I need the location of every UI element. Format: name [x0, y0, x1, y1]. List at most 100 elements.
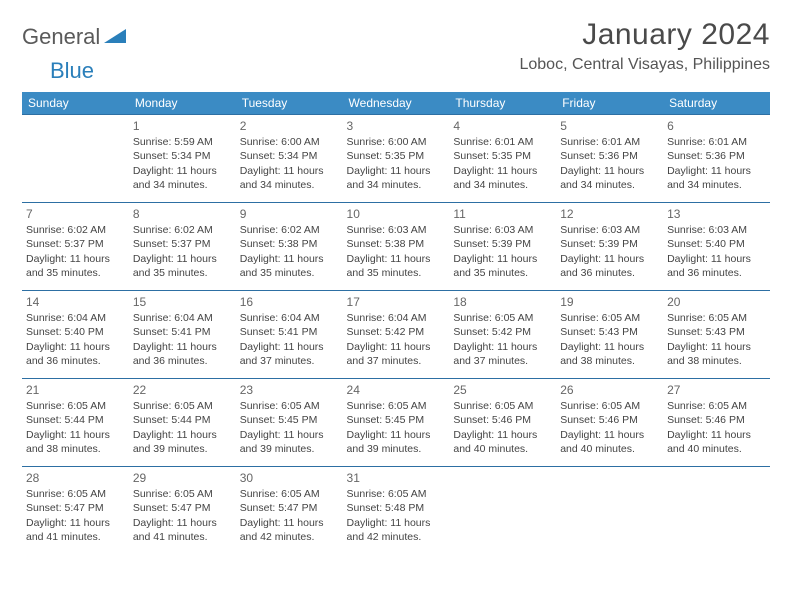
calendar-cell	[663, 467, 770, 555]
day-number: 25	[453, 382, 552, 398]
sunrise-text: Sunrise: 6:05 AM	[240, 399, 339, 413]
sunrise-text: Sunrise: 6:03 AM	[667, 223, 766, 237]
page: General January 2024 Loboc, Central Visa…	[0, 0, 792, 565]
sunset-text: Sunset: 5:43 PM	[667, 325, 766, 339]
sunset-text: Sunset: 5:42 PM	[347, 325, 446, 339]
daylight-text: Daylight: 11 hours and 36 minutes.	[133, 340, 232, 368]
day-number: 29	[133, 470, 232, 486]
sunset-text: Sunset: 5:41 PM	[133, 325, 232, 339]
calendar-row: 14Sunrise: 6:04 AMSunset: 5:40 PMDayligh…	[22, 291, 770, 379]
day-number: 20	[667, 294, 766, 310]
sunset-text: Sunset: 5:47 PM	[240, 501, 339, 515]
sunrise-text: Sunrise: 6:05 AM	[560, 311, 659, 325]
calendar-cell: 1Sunrise: 5:59 AMSunset: 5:34 PMDaylight…	[129, 115, 236, 203]
calendar-cell: 11Sunrise: 6:03 AMSunset: 5:39 PMDayligh…	[449, 203, 556, 291]
calendar-cell: 22Sunrise: 6:05 AMSunset: 5:44 PMDayligh…	[129, 379, 236, 467]
sunrise-text: Sunrise: 6:05 AM	[453, 399, 552, 413]
sunrise-text: Sunrise: 6:04 AM	[347, 311, 446, 325]
day-number: 17	[347, 294, 446, 310]
sunrise-text: Sunrise: 6:04 AM	[26, 311, 125, 325]
daylight-text: Daylight: 11 hours and 42 minutes.	[347, 516, 446, 544]
sunset-text: Sunset: 5:46 PM	[560, 413, 659, 427]
calendar-cell: 24Sunrise: 6:05 AMSunset: 5:45 PMDayligh…	[343, 379, 450, 467]
calendar-cell: 21Sunrise: 6:05 AMSunset: 5:44 PMDayligh…	[22, 379, 129, 467]
calendar-cell	[556, 467, 663, 555]
day-number: 27	[667, 382, 766, 398]
day-number: 13	[667, 206, 766, 222]
sunrise-text: Sunrise: 6:05 AM	[347, 487, 446, 501]
daylight-text: Daylight: 11 hours and 34 minutes.	[667, 164, 766, 192]
calendar-cell: 29Sunrise: 6:05 AMSunset: 5:47 PMDayligh…	[129, 467, 236, 555]
sunset-text: Sunset: 5:41 PM	[240, 325, 339, 339]
weekday-header: Tuesday	[236, 92, 343, 115]
day-number: 11	[453, 206, 552, 222]
logo-triangle-icon	[104, 27, 126, 48]
sunset-text: Sunset: 5:34 PM	[240, 149, 339, 163]
sunrise-text: Sunrise: 6:01 AM	[560, 135, 659, 149]
calendar-cell: 18Sunrise: 6:05 AMSunset: 5:42 PMDayligh…	[449, 291, 556, 379]
calendar-cell: 12Sunrise: 6:03 AMSunset: 5:39 PMDayligh…	[556, 203, 663, 291]
day-number: 21	[26, 382, 125, 398]
sunrise-text: Sunrise: 6:05 AM	[240, 487, 339, 501]
weekday-header-row: Sunday Monday Tuesday Wednesday Thursday…	[22, 92, 770, 115]
day-number: 30	[240, 470, 339, 486]
daylight-text: Daylight: 11 hours and 35 minutes.	[240, 252, 339, 280]
sunrise-text: Sunrise: 6:01 AM	[667, 135, 766, 149]
sunset-text: Sunset: 5:36 PM	[667, 149, 766, 163]
calendar-cell: 5Sunrise: 6:01 AMSunset: 5:36 PMDaylight…	[556, 115, 663, 203]
calendar-cell: 13Sunrise: 6:03 AMSunset: 5:40 PMDayligh…	[663, 203, 770, 291]
sunset-text: Sunset: 5:38 PM	[347, 237, 446, 251]
logo-text-blue: Blue	[50, 58, 94, 83]
sunrise-text: Sunrise: 6:05 AM	[667, 399, 766, 413]
day-number: 19	[560, 294, 659, 310]
sunrise-text: Sunrise: 6:03 AM	[347, 223, 446, 237]
daylight-text: Daylight: 11 hours and 34 minutes.	[133, 164, 232, 192]
daylight-text: Daylight: 11 hours and 36 minutes.	[667, 252, 766, 280]
daylight-text: Daylight: 11 hours and 34 minutes.	[347, 164, 446, 192]
sunrise-text: Sunrise: 6:03 AM	[453, 223, 552, 237]
daylight-text: Daylight: 11 hours and 39 minutes.	[347, 428, 446, 456]
calendar-cell: 10Sunrise: 6:03 AMSunset: 5:38 PMDayligh…	[343, 203, 450, 291]
sunrise-text: Sunrise: 6:05 AM	[26, 399, 125, 413]
sunset-text: Sunset: 5:46 PM	[667, 413, 766, 427]
sunrise-text: Sunrise: 6:02 AM	[240, 223, 339, 237]
sunrise-text: Sunrise: 6:00 AM	[240, 135, 339, 149]
calendar-cell: 19Sunrise: 6:05 AMSunset: 5:43 PMDayligh…	[556, 291, 663, 379]
daylight-text: Daylight: 11 hours and 38 minutes.	[26, 428, 125, 456]
daylight-text: Daylight: 11 hours and 38 minutes.	[667, 340, 766, 368]
calendar-cell: 26Sunrise: 6:05 AMSunset: 5:46 PMDayligh…	[556, 379, 663, 467]
month-title: January 2024	[519, 18, 770, 52]
sunrise-text: Sunrise: 6:05 AM	[133, 399, 232, 413]
sunset-text: Sunset: 5:37 PM	[26, 237, 125, 251]
sunrise-text: Sunrise: 5:59 AM	[133, 135, 232, 149]
calendar-cell: 3Sunrise: 6:00 AMSunset: 5:35 PMDaylight…	[343, 115, 450, 203]
weekday-header: Saturday	[663, 92, 770, 115]
day-number: 3	[347, 118, 446, 134]
day-number: 5	[560, 118, 659, 134]
calendar-cell: 2Sunrise: 6:00 AMSunset: 5:34 PMDaylight…	[236, 115, 343, 203]
calendar-cell: 31Sunrise: 6:05 AMSunset: 5:48 PMDayligh…	[343, 467, 450, 555]
calendar-cell: 28Sunrise: 6:05 AMSunset: 5:47 PMDayligh…	[22, 467, 129, 555]
calendar-body: 1Sunrise: 5:59 AMSunset: 5:34 PMDaylight…	[22, 115, 770, 555]
day-number: 4	[453, 118, 552, 134]
sunrise-text: Sunrise: 6:05 AM	[453, 311, 552, 325]
calendar-cell: 14Sunrise: 6:04 AMSunset: 5:40 PMDayligh…	[22, 291, 129, 379]
day-number: 12	[560, 206, 659, 222]
sunrise-text: Sunrise: 6:01 AM	[453, 135, 552, 149]
logo-text-general: General	[22, 24, 100, 50]
sunrise-text: Sunrise: 6:02 AM	[26, 223, 125, 237]
calendar-cell: 4Sunrise: 6:01 AMSunset: 5:35 PMDaylight…	[449, 115, 556, 203]
daylight-text: Daylight: 11 hours and 37 minutes.	[240, 340, 339, 368]
day-number: 26	[560, 382, 659, 398]
sunset-text: Sunset: 5:47 PM	[26, 501, 125, 515]
calendar-cell: 30Sunrise: 6:05 AMSunset: 5:47 PMDayligh…	[236, 467, 343, 555]
calendar-cell	[449, 467, 556, 555]
sunset-text: Sunset: 5:42 PM	[453, 325, 552, 339]
day-number: 15	[133, 294, 232, 310]
sunrise-text: Sunrise: 6:04 AM	[240, 311, 339, 325]
sunset-text: Sunset: 5:40 PM	[667, 237, 766, 251]
daylight-text: Daylight: 11 hours and 40 minutes.	[560, 428, 659, 456]
sunset-text: Sunset: 5:45 PM	[240, 413, 339, 427]
sunset-text: Sunset: 5:46 PM	[453, 413, 552, 427]
calendar-cell: 23Sunrise: 6:05 AMSunset: 5:45 PMDayligh…	[236, 379, 343, 467]
